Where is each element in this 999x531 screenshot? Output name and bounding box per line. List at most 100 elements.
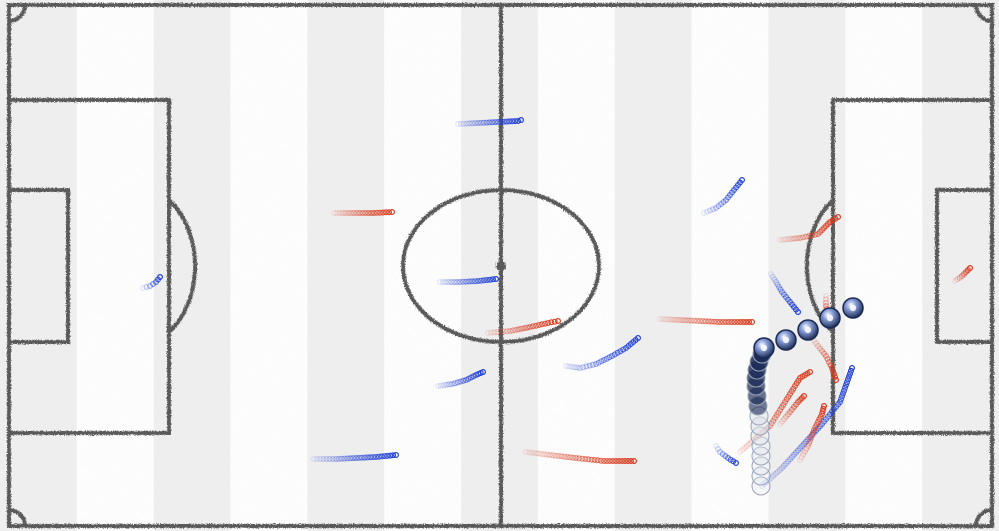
red-player-trail	[808, 335, 839, 384]
corner-arc-bottom-left	[8, 508, 27, 527]
trail-dot	[367, 454, 374, 461]
trail-dot	[503, 118, 510, 125]
trail-dot	[562, 363, 569, 370]
trail-dot	[682, 317, 689, 324]
trail-dot	[716, 319, 723, 326]
blue-player-trail	[712, 443, 739, 467]
trail-dot	[796, 457, 803, 464]
trail-dot	[603, 458, 610, 465]
trail-dot	[534, 450, 541, 457]
ball-icon	[775, 329, 797, 351]
trail-dot	[582, 456, 589, 463]
trail-dot	[353, 455, 360, 462]
trail-dot	[555, 453, 562, 460]
trail-dot	[157, 274, 164, 281]
trail-dot	[574, 364, 581, 371]
trail-dot	[714, 318, 721, 325]
trail-dot	[832, 377, 839, 384]
trail-dot	[497, 328, 504, 335]
trail-dot	[341, 455, 348, 462]
trail-dot	[592, 361, 599, 368]
trail-dot	[676, 317, 683, 324]
trail-dot	[696, 318, 703, 325]
trail-dot	[708, 318, 715, 325]
trail-dot	[487, 276, 494, 283]
trail-dot	[477, 119, 484, 126]
trail-dot	[659, 316, 666, 323]
trail-dot	[460, 377, 467, 384]
trail-dot	[524, 324, 531, 331]
trail-dot	[463, 120, 470, 127]
blue-player-trail	[767, 271, 801, 316]
trail-dot	[736, 449, 743, 456]
trail-dot	[716, 449, 723, 456]
trail-dot	[732, 460, 739, 467]
trail-dot	[347, 455, 354, 462]
trail-dot	[368, 210, 375, 217]
trail-dot	[525, 449, 532, 456]
trail-dot	[776, 467, 783, 474]
trail-dot	[778, 465, 785, 472]
trail-dot	[705, 318, 712, 325]
trail-dot	[472, 278, 479, 285]
trail-dot	[714, 446, 721, 453]
trail-dot	[621, 458, 628, 465]
trail-dot	[774, 469, 781, 476]
trail-dot	[685, 317, 692, 324]
trail-dot	[782, 460, 789, 467]
red-player-trail	[485, 318, 561, 337]
trail-dot	[551, 318, 558, 325]
trail-dot	[380, 209, 387, 216]
trail-dot	[567, 454, 574, 461]
trail-dot	[561, 453, 568, 460]
trail-dot	[442, 279, 449, 286]
trail-dot	[317, 456, 324, 463]
red-player-trail	[331, 209, 396, 217]
trail-dot	[794, 235, 801, 242]
trail-dot	[364, 454, 371, 461]
trail-dot	[437, 382, 444, 389]
trail-dot	[609, 458, 616, 465]
trail-dot	[837, 396, 844, 403]
trail-dot	[634, 335, 641, 342]
trail-dot	[495, 118, 502, 125]
trail-dot	[570, 454, 577, 461]
trail-dot	[486, 119, 493, 126]
trail-dot	[612, 458, 619, 465]
corner-arc-top-right	[974, 4, 993, 23]
trail-dot	[351, 210, 358, 217]
trail-dot	[786, 456, 793, 463]
ball-icon	[753, 337, 775, 359]
trail-dot	[353, 210, 360, 217]
trail-dot	[712, 443, 719, 450]
trail-dot	[568, 363, 575, 370]
trail-dot	[549, 452, 556, 459]
trail-dot	[788, 454, 795, 461]
trail-dot	[848, 365, 855, 372]
trail-dot	[373, 454, 380, 461]
trail-dot	[571, 364, 578, 371]
trail-dot	[356, 210, 363, 217]
trail-dot	[466, 120, 473, 127]
trail-dot	[443, 381, 450, 388]
blue-player-trail	[455, 116, 524, 127]
trail-dot	[740, 319, 747, 326]
trail-dot	[531, 450, 538, 457]
trail-dot	[383, 209, 390, 216]
trail-dot	[579, 455, 586, 462]
trail-dot	[435, 383, 442, 390]
blue-player-trail	[562, 335, 641, 372]
trail-dot	[820, 403, 827, 410]
trail-dot	[451, 380, 458, 387]
trail-dot	[491, 329, 498, 336]
trail-dot	[805, 440, 812, 447]
trail-dot	[767, 475, 774, 482]
red-player-trail	[776, 393, 807, 428]
trail-dot	[390, 452, 397, 459]
trail-dot	[691, 317, 698, 324]
trail-dot	[752, 435, 759, 442]
trail-dot	[816, 345, 823, 352]
trail-dot	[818, 348, 825, 355]
blue-player-trail	[435, 369, 487, 390]
trail-dot	[140, 285, 147, 292]
